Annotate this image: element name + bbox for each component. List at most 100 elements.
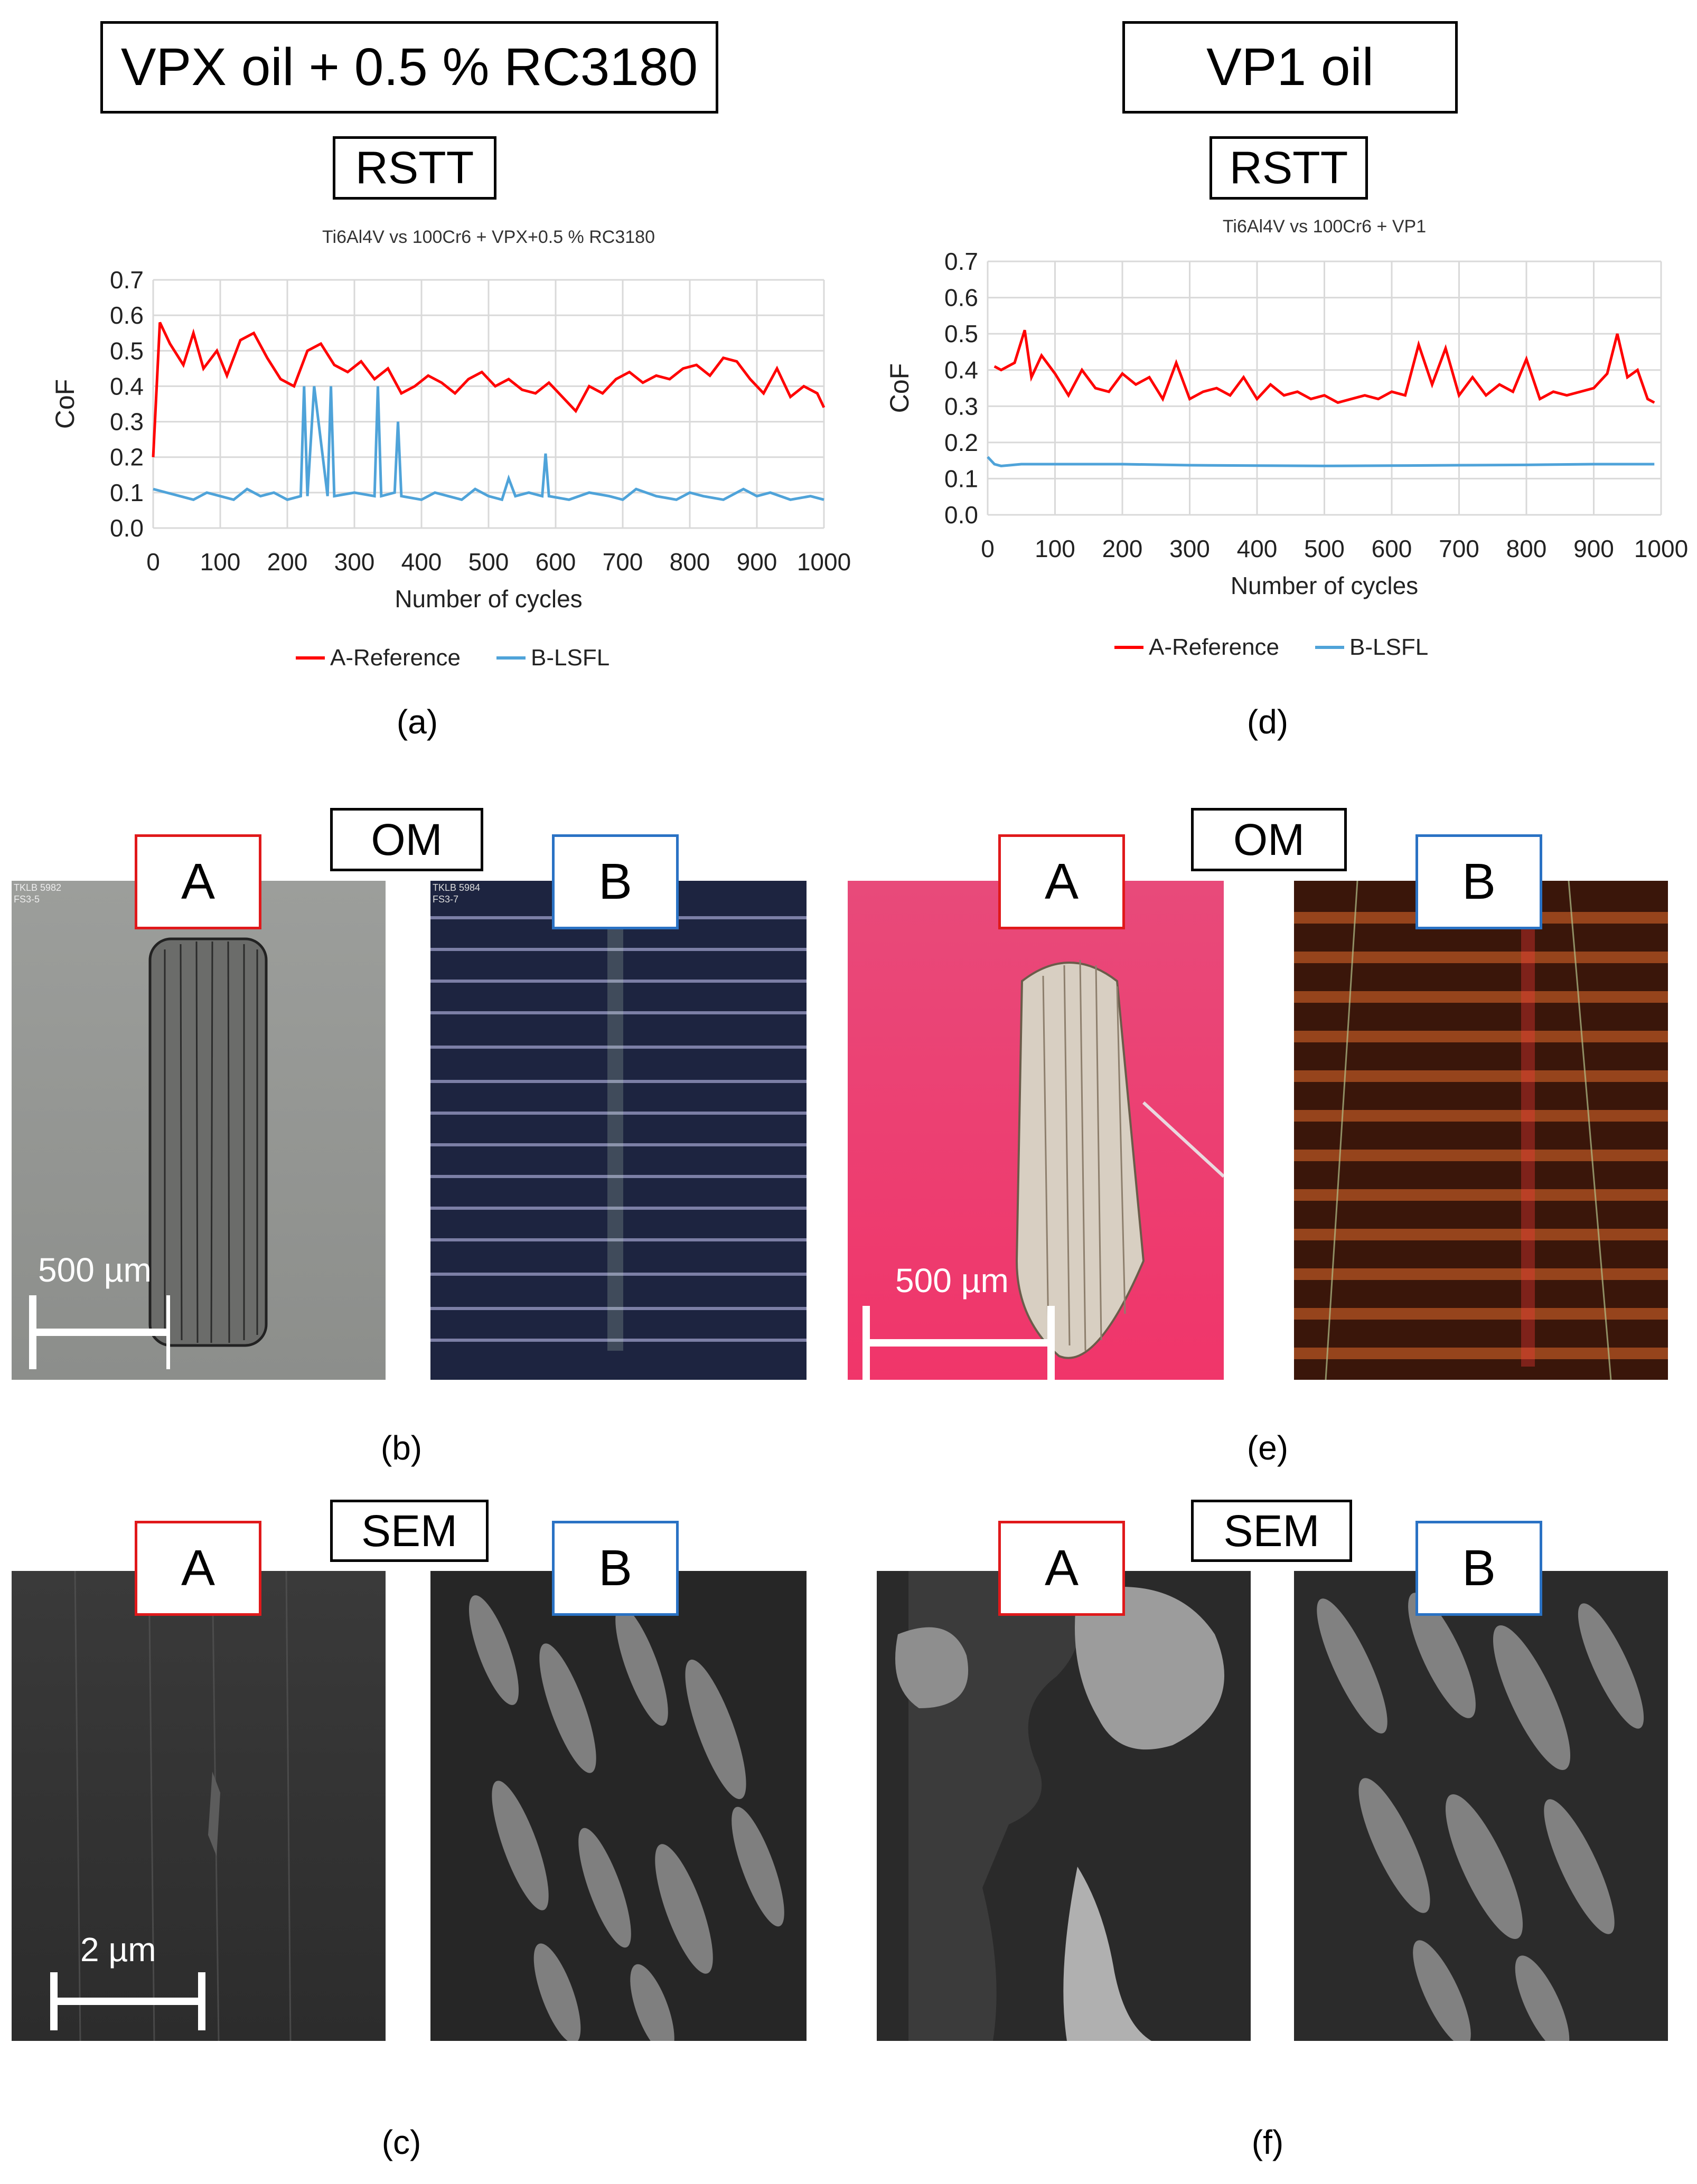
sem-right-b-texture bbox=[1317, 1593, 1644, 2041]
sem-left-b-texture bbox=[468, 1595, 784, 2041]
y-tick-label: 0.7 bbox=[110, 266, 144, 294]
om-left-a-image: TKLB 5982 FS3-5 500 µm bbox=[12, 881, 386, 1380]
chart-left: Ti6Al4V vs 100Cr6 + VPX+0.5 % RC31800.00… bbox=[50, 227, 851, 671]
legend-label: A-Reference bbox=[330, 645, 461, 671]
right-rstt-label: RSTT bbox=[1229, 142, 1348, 193]
om-right-tag-a: A bbox=[998, 834, 1125, 929]
sem-right-a-texture bbox=[895, 1571, 1224, 2041]
left-om-label: OM bbox=[371, 814, 443, 864]
sem-left-tag-a: A bbox=[135, 1521, 261, 1616]
x-tick-label: 700 bbox=[1439, 535, 1479, 562]
om-left-b-image: TKLB 5984 FS3-7 bbox=[430, 881, 807, 1380]
legend-label: A-Reference bbox=[1149, 634, 1279, 660]
x-tick-label: 100 bbox=[1035, 535, 1075, 562]
om-right-b-image bbox=[1294, 881, 1668, 1380]
series-line-b-lsfl bbox=[987, 456, 1655, 467]
left-sem-label: SEM bbox=[361, 1505, 458, 1556]
sem-right-a-image bbox=[877, 1571, 1251, 2041]
caption-d: (d) bbox=[1246, 703, 1289, 741]
x-tick-label: 300 bbox=[334, 548, 375, 576]
om-left-b-stamp-line2: FS3-7 bbox=[433, 894, 459, 905]
x-axis-label: Number of cycles bbox=[395, 585, 582, 613]
x-tick-label: 200 bbox=[267, 548, 308, 576]
sem-right-tag-a: A bbox=[998, 1521, 1125, 1616]
right-sem-label: SEM bbox=[1223, 1505, 1320, 1556]
om-left-scale-label: 500 µm bbox=[38, 1251, 152, 1289]
series-line-a-reference bbox=[993, 330, 1655, 404]
y-tick-label: 0.1 bbox=[944, 465, 978, 492]
om-left-a-stamp-line1: TKLB 5982 bbox=[14, 882, 62, 893]
om-left-scale-line bbox=[29, 1295, 170, 1369]
caption-e: (e) bbox=[1246, 1429, 1289, 1467]
om-right-scalebar: 500 µm bbox=[848, 1250, 1224, 1380]
x-tick-label: 800 bbox=[670, 548, 710, 576]
x-tick-label: 1000 bbox=[1634, 535, 1688, 562]
legend-label: B-LSFL bbox=[531, 645, 610, 671]
om-left-a-stamp: TKLB 5982 FS3-5 bbox=[14, 882, 61, 905]
sem-left-b-image bbox=[430, 1571, 807, 2041]
right-om-box: OM bbox=[1191, 808, 1347, 871]
sem-left-scalebar: 2 µm bbox=[12, 1930, 386, 2041]
caption-f: (f) bbox=[1251, 2123, 1284, 2161]
om-right-a-image: 500 µm bbox=[848, 881, 1224, 1380]
y-tick-label: 0.7 bbox=[944, 248, 978, 275]
om-left-b-stripes bbox=[430, 912, 807, 1351]
left-om-box: OM bbox=[330, 808, 483, 871]
x-axis-label: Number of cycles bbox=[1231, 572, 1418, 599]
left-sem-box: SEM bbox=[330, 1500, 489, 1562]
caption-a: (a) bbox=[396, 703, 438, 741]
om-left-tag-b: B bbox=[552, 834, 679, 929]
x-tick-label: 0 bbox=[981, 535, 995, 562]
om-right-scale-line bbox=[862, 1306, 1055, 1380]
chart-right: Ti6Al4V vs 100Cr6 + VP1 0.0 0.1 0.2 0.3 0.4 0.… bbox=[885, 216, 1688, 660]
legend-label: B-LSFL bbox=[1349, 634, 1428, 660]
caption-c: (c) bbox=[381, 2123, 421, 2161]
x-tick-label: 1000 bbox=[797, 548, 851, 576]
x-tick-label: 500 bbox=[1304, 535, 1345, 562]
chart-title: Ti6Al4V vs 100Cr6 + VP1 bbox=[1223, 216, 1426, 237]
om-left-b-stamp: TKLB 5984 FS3-7 bbox=[433, 882, 480, 905]
sem-left-a-image: 2 µm bbox=[12, 1571, 386, 2041]
y-tick-label: 0.3 bbox=[944, 392, 978, 420]
right-header-box: VP1 oil bbox=[1122, 21, 1458, 114]
om-right-b-stripes bbox=[1294, 881, 1668, 1380]
x-tick-label: 200 bbox=[1102, 535, 1143, 562]
x-tick-label: 0 bbox=[146, 548, 160, 576]
x-tick-label: 600 bbox=[1372, 535, 1412, 562]
left-rstt-box: RSTT bbox=[333, 136, 496, 200]
x-tick-label: 100 bbox=[200, 548, 241, 576]
y-tick-label: 0.2 bbox=[944, 429, 978, 456]
right-rstt-box: RSTT bbox=[1210, 136, 1368, 200]
right-sem-box: SEM bbox=[1191, 1500, 1352, 1562]
om-left-a-wear-track bbox=[148, 937, 268, 1347]
x-tick-label: 900 bbox=[737, 548, 777, 576]
y-tick-label: 0.5 bbox=[944, 320, 978, 347]
sem-right-b-image bbox=[1294, 1571, 1668, 2041]
y-tick-label: 0.0 bbox=[110, 514, 144, 542]
x-tick-label: 500 bbox=[468, 548, 509, 576]
series-line-b-lsfl bbox=[153, 386, 824, 502]
y-tick-label: 0.0 bbox=[944, 501, 978, 529]
chart-title: Ti6Al4V vs 100Cr6 + VPX+0.5 % RC3180 bbox=[322, 227, 655, 247]
sem-left-a-texture bbox=[74, 1571, 292, 2041]
left-rstt-label: RSTT bbox=[355, 142, 474, 193]
x-tick-label: 900 bbox=[1573, 535, 1614, 562]
x-tick-label: 800 bbox=[1506, 535, 1547, 562]
om-left-scalebar: 500 µm bbox=[12, 1250, 386, 1380]
y-tick-label: 0.1 bbox=[110, 479, 144, 506]
om-left-b-stamp-line1: TKLB 5984 bbox=[433, 882, 481, 893]
left-header-box: VPX oil + 0.5 % RC3180 bbox=[100, 21, 718, 114]
series-line-a-reference bbox=[152, 322, 826, 457]
right-header: VP1 oil bbox=[1206, 37, 1374, 97]
y-tick-label: 0.4 bbox=[110, 372, 144, 400]
om-left-tag-a: A bbox=[135, 834, 261, 929]
right-om-label: OM bbox=[1233, 814, 1305, 864]
y-tick-label: 0.6 bbox=[110, 302, 144, 329]
y-tick-label: 0.3 bbox=[110, 408, 144, 436]
y-tick-label: 0.4 bbox=[944, 356, 978, 384]
y-axis-label: CoF bbox=[50, 379, 80, 429]
x-tick-label: 600 bbox=[536, 548, 576, 576]
sem-left-scale-line bbox=[50, 1972, 205, 2030]
sem-left-scale-label: 2 µm bbox=[80, 1931, 156, 1969]
x-tick-label: 700 bbox=[603, 548, 643, 576]
